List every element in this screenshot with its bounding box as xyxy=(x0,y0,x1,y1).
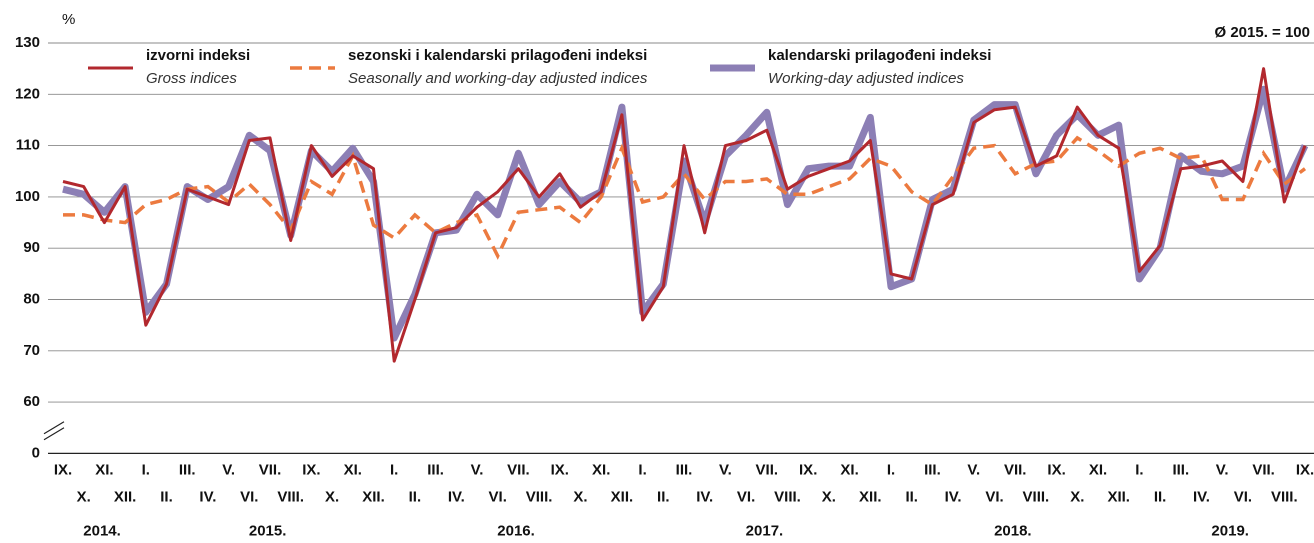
x-tick-label: VII. xyxy=(259,461,282,478)
x-tick-label: IV. xyxy=(696,488,713,505)
x-tick-label: XI. xyxy=(95,461,113,478)
x-tick-label: VIII. xyxy=(774,488,801,505)
year-label: 2018. xyxy=(994,522,1032,539)
series-line xyxy=(62,85,1309,342)
x-tick-label: XI. xyxy=(592,461,610,478)
legend-label-en: Seasonally and working-day adjusted indi… xyxy=(348,70,648,87)
x-tick-label: XI. xyxy=(840,461,858,478)
y-tick-label: 70 xyxy=(23,342,40,359)
year-label: 2016. xyxy=(497,522,535,539)
x-tick-label: III. xyxy=(427,461,444,478)
x-tick-label: VI. xyxy=(240,488,258,505)
x-tick-label: III. xyxy=(676,461,693,478)
axis-break xyxy=(43,421,65,435)
y-tick-label: 110 xyxy=(16,137,40,154)
base-note: Ø 2015. = 100 xyxy=(1215,24,1311,41)
x-tick-label: VIII. xyxy=(526,488,553,505)
x-tick-label: VII. xyxy=(507,461,530,478)
x-tick-label: X. xyxy=(325,488,339,505)
x-tick-label: VIII. xyxy=(1023,488,1050,505)
year-label: 2014. xyxy=(83,522,121,539)
x-tick-label: IX. xyxy=(1296,461,1314,478)
x-tick-label: X. xyxy=(77,488,91,505)
series-line xyxy=(63,135,1307,260)
y-tick-label: 90 xyxy=(23,239,40,256)
x-tick-label: XI. xyxy=(344,461,362,478)
axis-break xyxy=(43,427,65,441)
y-tick-label: 100 xyxy=(15,188,40,205)
year-label: 2017. xyxy=(746,522,784,539)
x-tick-label: XII. xyxy=(362,488,385,505)
x-tick-label: V. xyxy=(222,461,235,478)
x-tick-label: IV. xyxy=(199,488,216,505)
legend-label-en: Gross indices xyxy=(146,70,237,87)
x-tick-label: II. xyxy=(905,488,918,505)
x-tick-label: II. xyxy=(1154,488,1167,505)
x-tick-label: V. xyxy=(1216,461,1229,478)
x-tick-label: IX. xyxy=(302,461,320,478)
x-tick-label: II. xyxy=(657,488,670,505)
x-tick-label: V. xyxy=(471,461,484,478)
y-tick-label: 130 xyxy=(15,34,40,51)
x-tick-label: IX. xyxy=(551,461,569,478)
x-tick-label: VI. xyxy=(1234,488,1252,505)
y-tick-label: 0 xyxy=(32,444,40,461)
year-label: 2015. xyxy=(249,522,287,539)
legend-label: sezonski i kalendarski prilagođeni indek… xyxy=(348,47,647,64)
x-tick-label: IX. xyxy=(1047,461,1065,478)
x-tick-label: XII. xyxy=(611,488,634,505)
x-tick-label: III. xyxy=(1172,461,1189,478)
x-tick-label: VI. xyxy=(489,488,507,505)
y-tick-label: 120 xyxy=(15,85,40,102)
x-tick-label: I. xyxy=(638,461,646,478)
x-tick-label: VI. xyxy=(737,488,755,505)
x-tick-label: VI. xyxy=(985,488,1003,505)
x-tick-label: II. xyxy=(409,488,422,505)
x-tick-label: II. xyxy=(160,488,173,505)
x-tick-label: VIII. xyxy=(1271,488,1298,505)
series-line xyxy=(62,67,1307,363)
x-tick-label: X. xyxy=(573,488,587,505)
x-tick-label: V. xyxy=(967,461,980,478)
x-tick-label: IX. xyxy=(54,461,72,478)
x-tick-label: VIII. xyxy=(277,488,304,505)
unit-label: % xyxy=(62,11,75,28)
x-tick-label: IV. xyxy=(1193,488,1210,505)
legend-label: izvorni indeksi xyxy=(146,47,250,64)
x-tick-label: XII. xyxy=(114,488,137,505)
year-label: 2019. xyxy=(1211,522,1249,539)
x-tick-label: III. xyxy=(924,461,941,478)
x-tick-label: I. xyxy=(887,461,895,478)
x-tick-label: IX. xyxy=(799,461,817,478)
x-tick-label: XII. xyxy=(859,488,882,505)
x-tick-label: X. xyxy=(822,488,836,505)
x-tick-label: VII. xyxy=(756,461,779,478)
legend-label-en: Working-day adjusted indices xyxy=(768,70,964,87)
x-tick-label: XII. xyxy=(1107,488,1130,505)
x-tick-label: IV. xyxy=(945,488,962,505)
y-tick-label: 80 xyxy=(23,290,40,307)
x-tick-label: VII. xyxy=(1252,461,1275,478)
x-tick-label: X. xyxy=(1070,488,1084,505)
x-tick-label: III. xyxy=(179,461,196,478)
x-tick-label: I. xyxy=(390,461,398,478)
x-tick-label: XI. xyxy=(1089,461,1107,478)
legend-label: kalendarski prilagođeni indeksi xyxy=(768,47,991,64)
x-tick-label: I. xyxy=(1135,461,1143,478)
x-tick-label: VII. xyxy=(1004,461,1027,478)
y-tick-label: 60 xyxy=(23,393,40,410)
x-tick-label: I. xyxy=(142,461,150,478)
x-tick-label: V. xyxy=(719,461,732,478)
x-tick-label: IV. xyxy=(448,488,465,505)
